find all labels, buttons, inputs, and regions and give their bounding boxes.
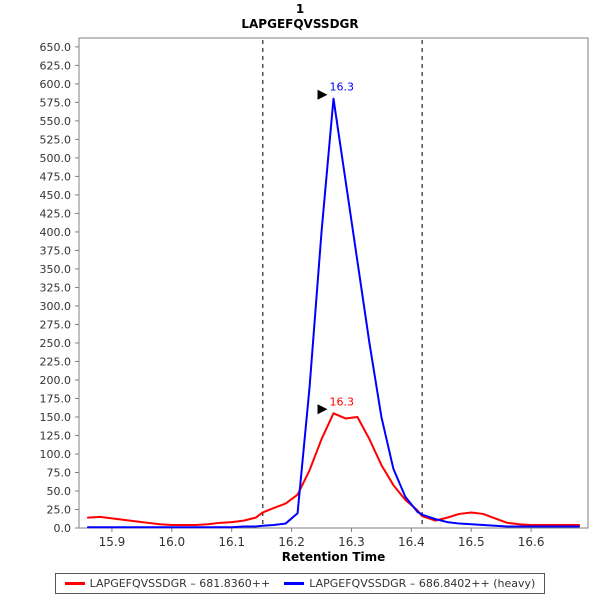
peak-marker-heavy[interactable] (317, 89, 328, 100)
legend-item-light[interactable]: LAPGEFQVSSDGR – 681.8360++ (64, 577, 271, 590)
y-tick-label: 400.0 (40, 226, 72, 239)
x-tick-label: 16.0 (158, 535, 185, 549)
y-tick-label: 575.0 (40, 96, 72, 109)
y-tick-label: 150.0 (40, 411, 72, 424)
y-tick-label: 0.0 (54, 522, 72, 535)
y-tick-label: 50.0 (47, 485, 72, 498)
y-tick-label: 125.0 (40, 429, 72, 442)
x-tick-label: 15.9 (99, 535, 126, 549)
y-tick-label: 375.0 (40, 244, 72, 257)
y-tick-label: 450.0 (40, 189, 72, 202)
y-tick-label: 325.0 (40, 281, 72, 294)
x-tick-label: 16.5 (458, 535, 485, 549)
legend: LAPGEFQVSSDGR – 681.8360++ LAPGEFQVSSDGR… (55, 573, 545, 594)
series-line-light[interactable] (86, 412, 581, 527)
x-tick-label: 16.4 (398, 535, 425, 549)
legend-swatch-heavy (284, 582, 305, 585)
x-tick-label: 16.6 (518, 535, 545, 549)
y-tick-label: 650.0 (40, 41, 72, 54)
chart-title-block: 1 LAPGEFQVSSDGR (0, 2, 600, 32)
y-tick-label: 275.0 (40, 318, 72, 331)
replicate-number: 1 (295, 2, 305, 16)
peak-marker-light[interactable] (317, 404, 328, 415)
legend-item-heavy[interactable]: LAPGEFQVSSDGR – 686.8402++ (heavy) (284, 577, 535, 590)
x-tick-label: 16.1 (218, 535, 245, 549)
x-tick-label: 16.2 (278, 535, 305, 549)
y-tick-label: 225.0 (40, 355, 72, 368)
peak-label-heavy: 16.3 (330, 81, 355, 94)
y-tick-label: 550.0 (40, 115, 72, 128)
peptide-sequence-title: LAPGEFQVSSDGR (241, 17, 359, 31)
y-tick-label: 600.0 (40, 78, 72, 91)
y-tick-label: 75.0 (47, 466, 72, 479)
legend-swatch-light (64, 582, 85, 585)
y-tick-label: 425.0 (40, 207, 72, 220)
series-line-heavy[interactable] (86, 97, 581, 529)
legend-label-heavy: LAPGEFQVSSDGR – 686.8402++ (heavy) (309, 577, 536, 590)
legend-label-light: LAPGEFQVSSDGR – 681.8360++ (89, 577, 271, 590)
y-tick-label: 475.0 (40, 170, 72, 183)
y-tick-label: 625.0 (40, 59, 72, 72)
y-tick-label: 350.0 (40, 263, 72, 276)
y-tick-label: 100.0 (40, 448, 72, 461)
y-tick-label: 200.0 (40, 374, 72, 387)
peak-label-light: 16.3 (330, 395, 355, 408)
x-axis-title: Retention Time (281, 550, 386, 564)
y-tick-label: 175.0 (40, 392, 72, 405)
y-tick-label: 25.0 (47, 503, 72, 516)
y-tick-label: 500.0 (40, 152, 72, 165)
plot-frame (78, 37, 589, 529)
y-tick-label: 525.0 (40, 133, 72, 146)
y-tick-label: 300.0 (40, 300, 72, 313)
x-tick-label: 16.3 (338, 535, 365, 549)
y-tick-label: 250.0 (40, 337, 72, 350)
